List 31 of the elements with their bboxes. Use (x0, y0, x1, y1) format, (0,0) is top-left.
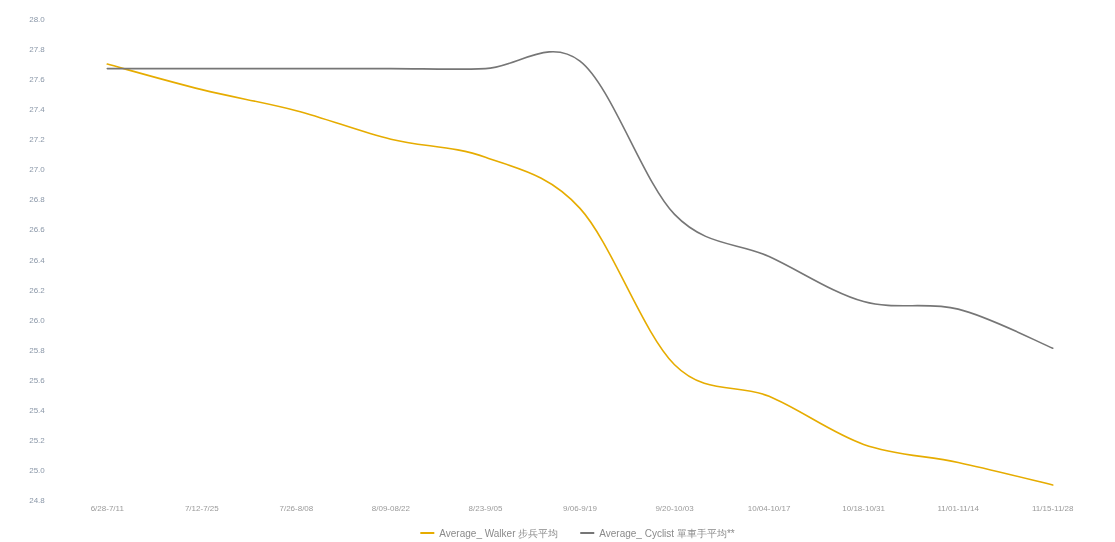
x-tick-label: 7/12-7/25 (184, 504, 220, 513)
y-tick-label: 24.8 (29, 496, 46, 505)
x-tick-label: 9/06-9/19 (563, 504, 598, 513)
y-tick-label: 25.6 (29, 375, 46, 385)
y-tick-label: 25.2 (29, 435, 46, 445)
x-tick-label: 7/26-8/08 (279, 504, 314, 513)
y-tick-label: 25.8 (29, 345, 46, 355)
y-tick-label: 27.8 (29, 45, 46, 55)
legend-label: Average_ Walker 步兵平均 (439, 528, 559, 539)
x-tick-label: 8/09-08/22 (371, 504, 411, 513)
y-tick-label: 26.4 (29, 255, 46, 265)
y-tick-label: 26.2 (29, 285, 46, 295)
x-tick-label: 11/15-11/28 (1031, 504, 1075, 513)
y-tick-label: 25.4 (29, 405, 46, 415)
y-tick-label: 27.0 (29, 165, 46, 175)
x-tick-label: 10/04-10/17 (747, 504, 791, 513)
y-tick-label: 26.0 (29, 315, 46, 325)
line-series (106, 63, 1054, 486)
y-tick-label: 27.4 (29, 105, 46, 115)
x-tick-label: 8/23-9/05 (468, 504, 503, 513)
legend-label: Average_ Cyclist 單車手平均** (599, 528, 735, 539)
y-tick-label: 26.8 (29, 195, 46, 205)
y-tick-label: 27.2 (29, 135, 46, 145)
x-tick-label: 9/20-10/03 (655, 504, 695, 513)
y-tick-label: 28.0 (29, 15, 46, 24)
y-tick-label: 25.0 (29, 465, 46, 475)
x-tick-label: 10/18-10/31 (842, 504, 886, 513)
x-tick-label: 11/01-11/14 (937, 504, 980, 513)
y-tick-label: 27.6 (29, 75, 46, 85)
x-tick-label: 6/28-7/11 (90, 504, 125, 513)
y-tick-label: 26.6 (29, 225, 46, 235)
